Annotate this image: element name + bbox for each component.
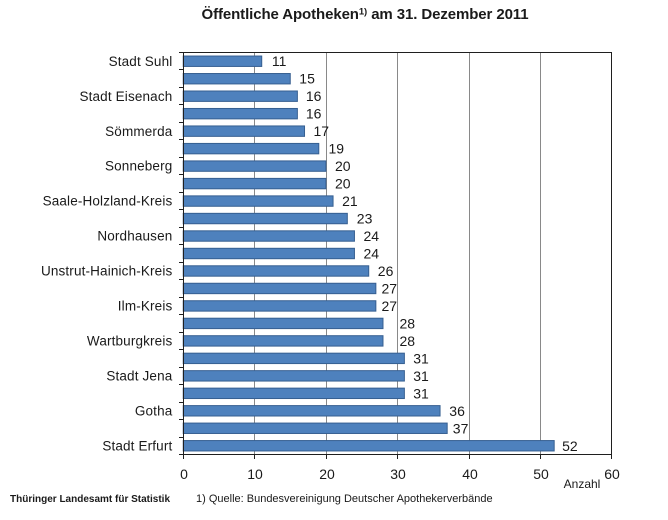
svg-text:20: 20 [335,176,351,192]
svg-text:26: 26 [378,263,394,279]
svg-text:Stadt Suhl: Stadt Suhl [109,54,173,69]
svg-text:1) Quelle: Bundesvereinigung D: 1) Quelle: Bundesvereinigung Deutscher A… [196,493,493,505]
svg-text:Nordhausen: Nordhausen [97,229,172,244]
svg-text:10: 10 [247,466,263,482]
svg-text:31: 31 [413,368,429,384]
svg-text:16: 16 [306,106,322,122]
svg-text:21: 21 [342,193,358,209]
svg-text:Öffentliche Apotheken1) am 31.: Öffentliche Apotheken1) am 31. Dezember … [202,6,529,23]
svg-text:31: 31 [413,350,429,366]
svg-text:16: 16 [306,88,322,104]
svg-text:24: 24 [364,228,380,244]
svg-text:31: 31 [413,385,429,401]
svg-text:0: 0 [180,466,188,482]
svg-text:15: 15 [299,71,315,87]
svg-text:60: 60 [604,466,620,482]
svg-text:37: 37 [453,420,469,436]
svg-text:30: 30 [390,466,406,482]
svg-text:17: 17 [314,123,330,139]
svg-text:20: 20 [319,466,335,482]
svg-text:50: 50 [533,466,549,482]
svg-text:Wartburgkreis: Wartburgkreis [87,333,173,348]
svg-text:Ilm-Kreis: Ilm-Kreis [118,299,173,314]
svg-text:Anzahl: Anzahl [564,477,601,491]
svg-text:Stadt Jena: Stadt Jena [106,368,172,383]
svg-text:23: 23 [357,211,373,227]
svg-text:Stadt Eisenach: Stadt Eisenach [79,89,172,104]
svg-text:Gotha: Gotha [135,403,173,418]
svg-text:52: 52 [562,438,578,454]
svg-text:Stadt Erfurt: Stadt Erfurt [102,438,172,453]
svg-text:27: 27 [382,298,398,314]
svg-text:Saale-Holzland-Kreis: Saale-Holzland-Kreis [43,194,173,209]
svg-text:36: 36 [449,403,465,419]
svg-text:27: 27 [382,280,398,296]
svg-text:Sömmerda: Sömmerda [105,124,173,139]
svg-text:20: 20 [335,158,351,174]
svg-text:28: 28 [400,315,416,331]
svg-text:Unstrut-Hainich-Kreis: Unstrut-Hainich-Kreis [41,264,173,279]
svg-text:19: 19 [329,141,345,157]
svg-text:24: 24 [364,246,380,262]
svg-text:40: 40 [462,466,478,482]
svg-text:Sonneberg: Sonneberg [105,159,172,174]
svg-text:Thüringer Landesamt für Statis: Thüringer Landesamt für Statistik [10,494,170,505]
svg-text:28: 28 [400,333,416,349]
svg-text:11: 11 [272,53,287,69]
